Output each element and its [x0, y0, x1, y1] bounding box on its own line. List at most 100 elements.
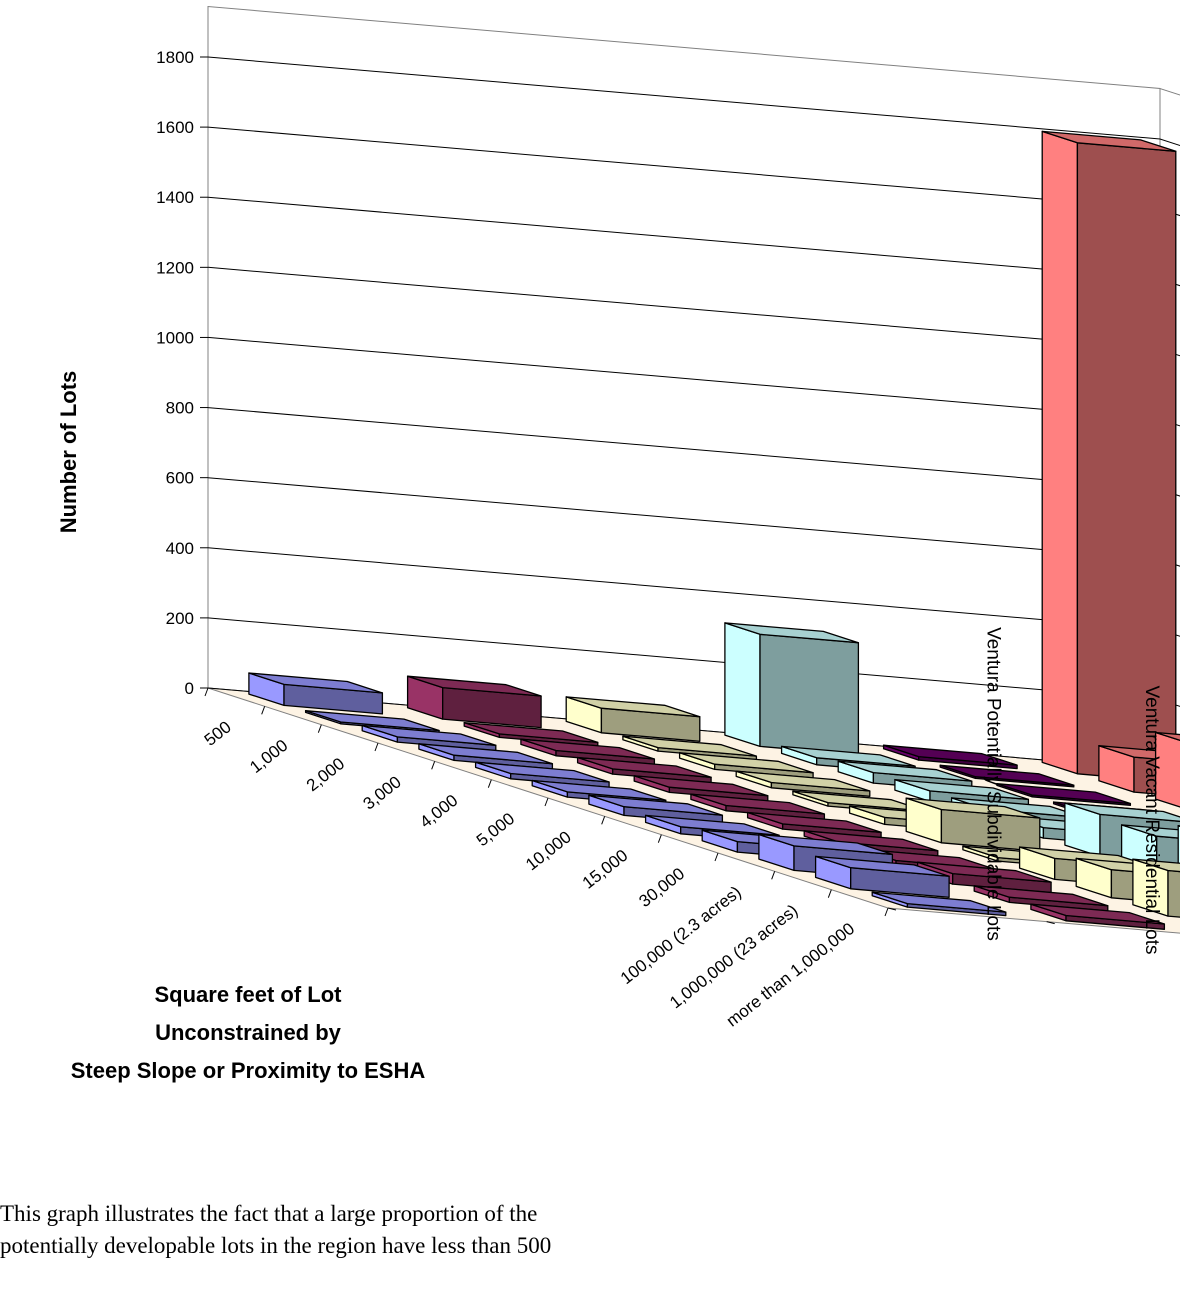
bar-top [1154, 731, 1180, 742]
bar-top [1064, 802, 1180, 822]
x-tick-label: 2,000 [303, 754, 348, 795]
bar [576, 756, 712, 784]
bar-front [1154, 731, 1180, 808]
x-tick-label: 4,000 [416, 791, 461, 832]
bar-top [837, 760, 973, 782]
x-tick-mark [544, 797, 549, 807]
bar-top [248, 672, 384, 694]
bar [565, 696, 701, 742]
bar-top [690, 793, 826, 815]
bar [1132, 858, 1180, 918]
y-tick-label: 1800 [156, 48, 194, 67]
bar [678, 752, 814, 779]
bar [996, 783, 1132, 806]
bar-top [746, 811, 882, 833]
x-tick-mark [374, 742, 379, 752]
bar-top [1132, 858, 1180, 873]
x-axis-title-line-1: Square feet of Lot [154, 982, 342, 1007]
bar [474, 761, 610, 788]
x-tick-label: 5,000 [473, 809, 518, 850]
bar-side [1167, 869, 1180, 918]
bar-top [565, 696, 701, 718]
series-label: Ventura Vacant Residential Lots [1141, 686, 1162, 955]
bar [622, 735, 758, 761]
y-axis-ticks: 0 200 400 600 800 1000 1200 1400 1600 1800 [156, 48, 208, 698]
series-axis-labels: Ventura Potentially Subdividable Lots Ven… [887, 627, 1162, 955]
bar-top [678, 752, 814, 774]
x-tick-mark [771, 871, 776, 880]
bar-top [780, 745, 916, 767]
bar-top [758, 833, 894, 856]
y-tick-label: 600 [166, 469, 194, 488]
bar-top [939, 764, 1075, 786]
bar [735, 770, 871, 797]
y-tick-label: 1200 [156, 258, 194, 277]
x-tick-label: 1,000 [246, 736, 291, 777]
bar-top [361, 724, 497, 746]
bar-top [633, 775, 769, 797]
x-tick-mark [487, 779, 492, 788]
bar-top [531, 779, 667, 801]
bar-front [1041, 130, 1079, 775]
bar-top [882, 744, 1018, 766]
z-tick-mark [887, 907, 897, 911]
bar [746, 811, 882, 839]
bar-top [588, 794, 724, 816]
y-tick-label: 0 [185, 679, 194, 698]
x-tick-mark [261, 706, 266, 715]
bar-top [418, 743, 554, 765]
x-tick-mark [431, 761, 436, 770]
x-tick-mark [827, 889, 832, 898]
y-tick-label: 800 [166, 399, 194, 418]
y-tick-label: 1400 [156, 188, 194, 207]
y-tick-label: 200 [166, 609, 194, 628]
bar [939, 764, 1075, 788]
bar-top [474, 761, 610, 783]
series-label: Ventura Potentially Subdividable Lots [982, 627, 1003, 941]
x-axis-title-line-3: Steep Slope or Proximity to ESHA [71, 1058, 426, 1083]
bar-top [622, 735, 758, 757]
bar-top [973, 885, 1109, 907]
bar [248, 672, 384, 715]
left-wall [207, 5, 1161, 771]
bar-top [871, 891, 1007, 913]
x-tick-mark [204, 687, 209, 697]
y-axis-title: Number of Lots [56, 371, 81, 534]
bar-front [724, 622, 761, 748]
bar-top [803, 830, 939, 852]
bar-top [1041, 130, 1177, 152]
x-tick-mark [317, 724, 322, 733]
x-tick-label: 15,000 [579, 846, 632, 893]
gridline [207, 56, 1180, 146]
x-tick-label: 30,000 [635, 864, 688, 911]
bar [633, 775, 769, 802]
bar-top [576, 756, 712, 778]
bar-top [520, 738, 656, 760]
x-tick-mark [601, 816, 606, 825]
bar-top [1030, 903, 1166, 925]
x-axis-title-line-2: Unconstrained by [155, 1020, 342, 1045]
bar [418, 743, 554, 770]
bar [406, 675, 542, 729]
caption-line-1: This graph illustrates the fact that a l… [0, 1201, 538, 1226]
caption-line-2: potentially developable lots in the regi… [0, 1233, 552, 1258]
caption: This graph illustrates the fact that a l… [0, 1198, 760, 1262]
bar-side [759, 633, 860, 756]
x-tick-label: 500 [201, 717, 235, 749]
bar [520, 738, 656, 765]
bar-top [916, 861, 1052, 883]
bar [905, 797, 1041, 852]
y-tick-label: 400 [166, 539, 194, 558]
bar-top [304, 710, 440, 732]
bar-top [735, 770, 871, 792]
bar-top [724, 622, 860, 644]
bar [463, 721, 599, 747]
x-tick-label: more than 1,000,000 [723, 919, 858, 1031]
y-tick-label: 1600 [156, 118, 194, 137]
bar [690, 793, 826, 820]
bar [871, 891, 1007, 917]
bar [1030, 903, 1166, 930]
z-tick-mark [1046, 921, 1055, 925]
x-tick-label: 1,000,000 (23 acres) [666, 901, 801, 1013]
